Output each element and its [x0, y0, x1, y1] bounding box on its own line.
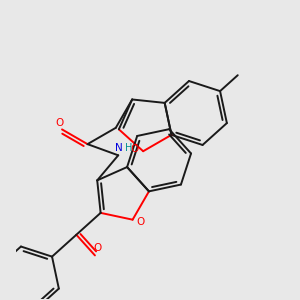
Text: H: H: [125, 143, 133, 153]
Text: O: O: [136, 217, 145, 227]
Text: O: O: [131, 144, 139, 154]
Text: N: N: [115, 142, 123, 153]
Text: O: O: [94, 243, 102, 253]
Text: O: O: [55, 118, 63, 128]
